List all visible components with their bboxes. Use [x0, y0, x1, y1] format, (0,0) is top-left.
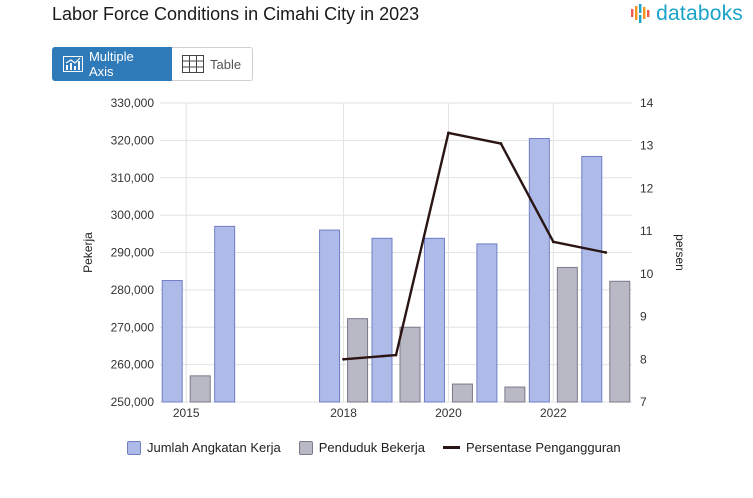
y2-tick-label: 10 [640, 267, 654, 281]
multiple-axis-button[interactable]: Multiple Axis [52, 47, 172, 81]
y-tick-label: 290,000 [111, 246, 155, 260]
y2-tick-label: 9 [640, 310, 647, 324]
chart-icon [63, 56, 83, 72]
bar-penduduk-bekerja [504, 386, 526, 403]
y-tick-label: 260,000 [111, 358, 155, 372]
x-tick-label: 2022 [540, 406, 567, 420]
y-tick-label: 320,000 [111, 133, 155, 147]
bar-jumlah-angkatan-kerja [161, 280, 183, 403]
x-tick-label: 2015 [173, 406, 200, 420]
bar-penduduk-bekerja [609, 280, 631, 403]
view-toggle: Multiple Axis Table [52, 47, 253, 81]
table-label: Table [210, 56, 242, 72]
point-persentase-pengangguran [551, 240, 555, 244]
legend-swatch-persentase-pengangguran [442, 446, 460, 449]
bar-jumlah-angkatan-kerja [214, 225, 236, 403]
legend-item-persentase-pengangguran[interactable]: Persentase Pengangguran [442, 440, 621, 455]
y-tick-label: 250,000 [111, 395, 155, 409]
x-tick-label: 2020 [435, 406, 462, 420]
y-tick-label: 280,000 [111, 283, 155, 297]
legend-label-jumlah-angkatan-kerja: Jumlah Angkatan Kerja [147, 440, 281, 455]
y2-tick-label: 14 [640, 96, 654, 110]
multiple-axis-label: Multiple Axis [88, 49, 134, 79]
legend-swatch-penduduk-bekerja [298, 440, 313, 455]
bar-penduduk-bekerja [347, 318, 369, 403]
chart-legend: Jumlah Angkatan Kerja Penduduk Bekerja P… [127, 440, 639, 455]
y2-axis-title: persen [673, 234, 687, 271]
y-tick-label: 300,000 [111, 208, 155, 222]
x-tick-label: 2018 [330, 406, 357, 420]
y-tick-label: 310,000 [111, 171, 155, 185]
table-icon [182, 55, 204, 73]
bar-penduduk-bekerja [556, 266, 578, 403]
line-persentase-pengangguran [343, 131, 607, 361]
y2-tick-label: 11 [640, 224, 653, 238]
bar-jumlah-angkatan-kerja [371, 237, 393, 403]
databoks-logo[interactable]: databoks [630, 2, 743, 26]
y2-tick-label: 13 [640, 139, 654, 153]
y-tick-label: 330,000 [111, 96, 155, 110]
point-persentase-pengangguran [394, 353, 398, 357]
bar-jumlah-angkatan-kerja [423, 237, 445, 403]
bar-penduduk-bekerja [399, 326, 421, 403]
bar-penduduk-bekerja [189, 375, 211, 403]
bar-jumlah-angkatan-kerja [528, 138, 550, 403]
y-axis-title: Pekerja [81, 232, 95, 273]
legend-item-jumlah-angkatan-kerja[interactable]: Jumlah Angkatan Kerja [127, 440, 281, 455]
y-tick-label: 270,000 [111, 320, 155, 334]
table-button[interactable]: Table [172, 47, 253, 81]
y2-tick-label: 12 [640, 181, 654, 195]
bar-jumlah-angkatan-kerja [476, 243, 498, 403]
databoks-logo-icon [631, 4, 650, 23]
bar-jumlah-angkatan-kerja [581, 155, 603, 403]
point-persentase-pengangguran [604, 251, 608, 254]
legend-label-persentase-pengangguran: Persentase Pengangguran [465, 440, 621, 455]
bar-penduduk-bekerja [451, 383, 473, 403]
chart-title: Labor Force Conditions in Cimahi City in… [52, 4, 420, 24]
legend-item-penduduk-bekerja[interactable]: Penduduk Bekerja [298, 440, 425, 455]
y2-tick-label: 8 [640, 352, 647, 366]
bar-jumlah-angkatan-kerja [319, 229, 341, 403]
point-persentase-pengangguran [499, 142, 503, 145]
legend-label-penduduk-bekerja: Penduduk Bekerja [318, 440, 425, 455]
point-persentase-pengangguran [342, 357, 345, 361]
y2-tick-label: 7 [640, 395, 647, 409]
logo-text: databoks [656, 2, 743, 25]
legend-swatch-jumlah-angkatan-kerja [127, 440, 141, 455]
point-persentase-pengangguran [447, 131, 450, 135]
